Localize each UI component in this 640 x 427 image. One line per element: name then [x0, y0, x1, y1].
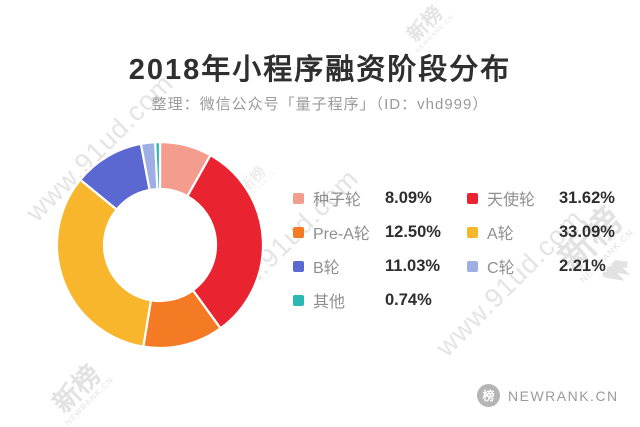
legend-swatch-other: [293, 294, 304, 306]
legend-value: 8.09%: [385, 188, 432, 207]
donut-slice-2: [185, 153, 265, 330]
watermark-newrank-en: NEWRANK.CN: [63, 375, 116, 427]
footer-brand: 榜 NEWRANK.CN: [477, 384, 619, 407]
chart-title: 2018年小程序融资阶段分布: [128, 54, 512, 86]
legend-swatch-a: [467, 226, 478, 238]
legend-swatch-b: [293, 260, 304, 272]
legend-label: 种子轮: [313, 192, 362, 209]
legend-item-a: A轮 33.09%: [467, 222, 623, 243]
donut-chart: [55, 140, 265, 350]
legend-item-seed: 种子轮 8.09%: [293, 188, 449, 209]
legend-item-other: 其他 0.74%: [293, 290, 449, 311]
legend-value: 2.21%: [559, 256, 606, 275]
legend-label: 天使轮: [487, 192, 536, 209]
legend-label: B轮: [313, 260, 340, 277]
chart-legend: 种子轮 8.09% 天使轮 31.62% Pre-A轮 12.50% A轮 33…: [293, 188, 623, 311]
legend-value: 0.74%: [385, 290, 432, 309]
watermark-newrank-bottom-left: 新榜 NEWRANK.CN: [44, 356, 116, 427]
legend-swatch-pre-a: [293, 226, 304, 238]
legend-swatch-angel: [467, 192, 478, 204]
legend-value: 31.62%: [559, 188, 615, 207]
legend-label: 其他: [313, 294, 346, 311]
watermark-newrank-zh: 新榜: [47, 359, 107, 419]
legend-item-c: C轮 2.21%: [467, 256, 623, 277]
legend-item-angel: 天使轮 31.62%: [467, 188, 623, 209]
legend-swatch-seed: [293, 192, 304, 204]
footer-brand-text: NEWRANK.CN: [508, 387, 619, 404]
legend-swatch-c: [467, 260, 478, 272]
legend-label: A轮: [487, 226, 514, 243]
watermark-newrank-zh: 新榜: [403, 2, 448, 47]
donut-slice-7: [154, 140, 162, 191]
chart-subtitle: 整理：微信公众号「量子程序」（ID：vhd999）: [151, 96, 489, 113]
legend-value: 11.03%: [385, 256, 441, 275]
legend-value: 33.09%: [559, 222, 615, 241]
donut-slice-4: [55, 178, 153, 348]
newrank-logo-icon: 榜: [477, 384, 500, 407]
legend-value: 12.50%: [385, 222, 441, 241]
legend-label: C轮: [487, 260, 515, 277]
legend-item-pre-a: Pre-A轮 12.50%: [293, 222, 449, 243]
legend-item-b: B轮 11.03%: [293, 256, 449, 277]
legend-label: Pre-A轮: [313, 226, 370, 243]
